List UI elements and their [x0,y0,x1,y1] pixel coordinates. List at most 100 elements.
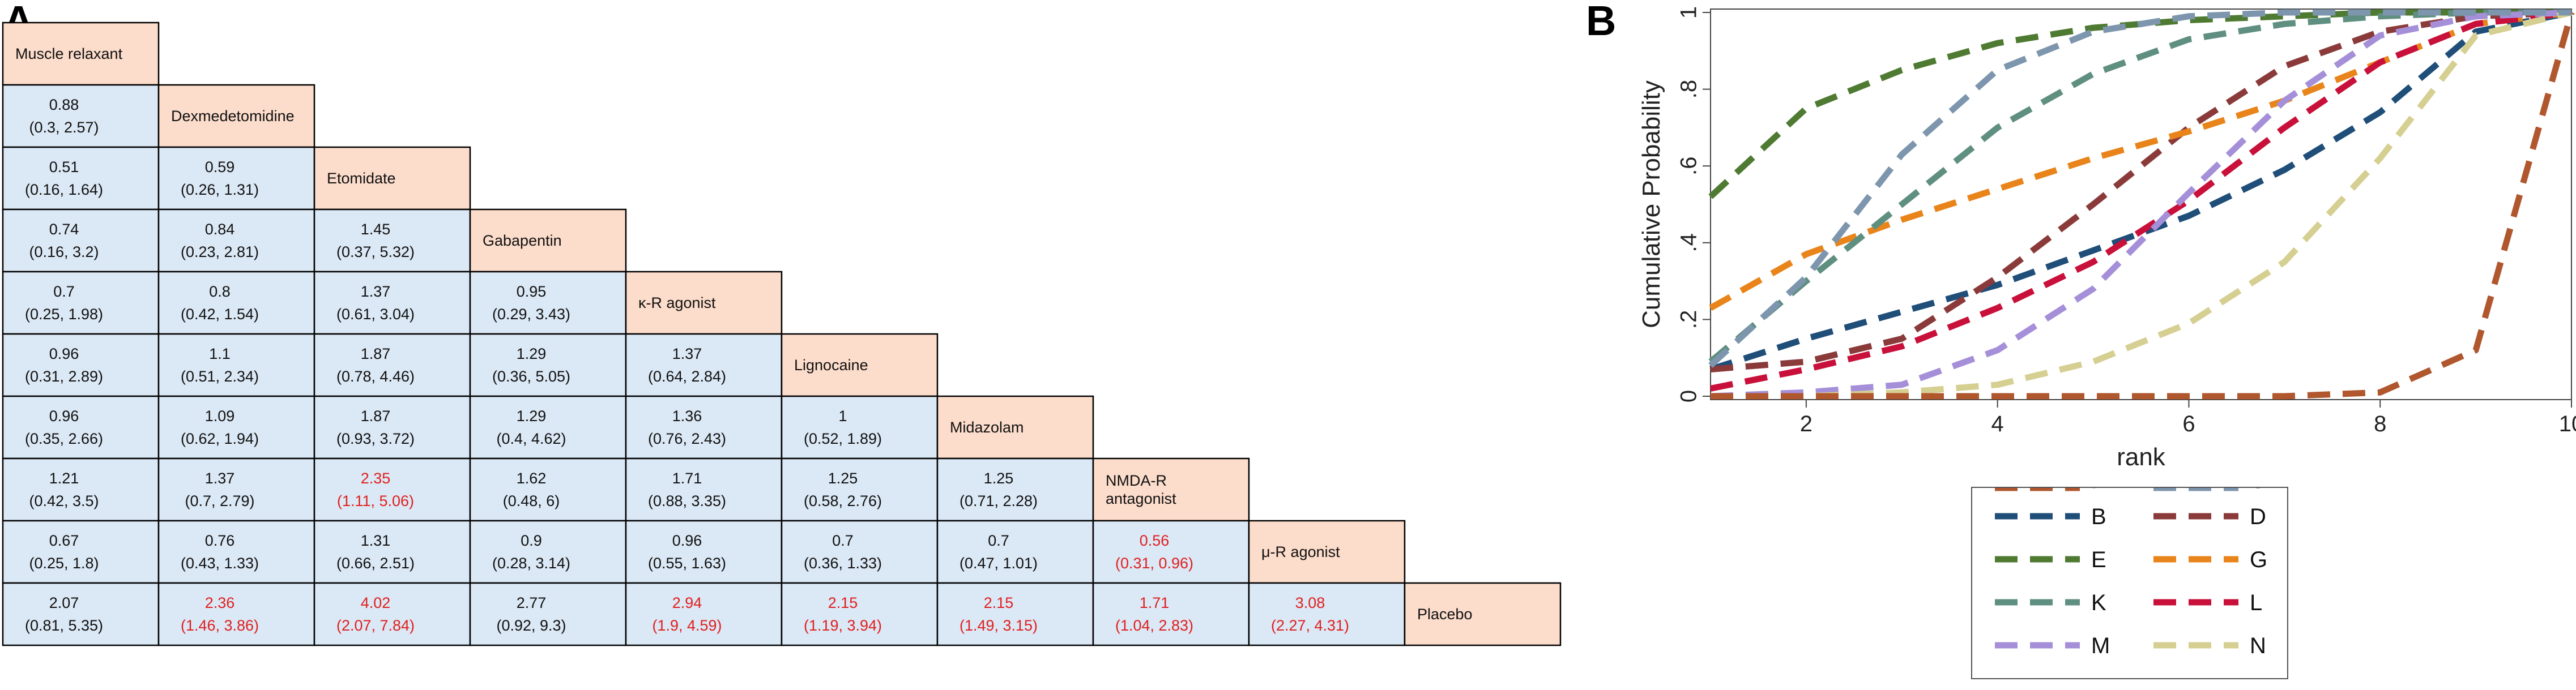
confidence-interval: (0.36, 5.05) [492,368,570,385]
confidence-interval: (1.19, 3.94) [804,617,882,634]
estimate-value: 1 [838,408,847,425]
series-line-k [1708,9,2571,365]
treatment-label: Etomidate [327,170,396,187]
legend-label: N [2250,633,2266,658]
comparison-cell [2,582,160,646]
comparison-cell [469,395,627,460]
comparison-cell [2,208,160,273]
estimate-value: 1.87 [361,345,391,362]
comparison-cell [2,520,160,584]
comparison-cell [625,333,783,397]
confidence-interval: (0.23, 2.81) [181,243,259,260]
comparison-cell [157,395,315,460]
comparison-cell [2,146,160,211]
legend-label: U [2250,488,2266,493]
confidence-interval: (1.04, 2.83) [1115,617,1193,634]
confidence-interval: (0.61, 3.04) [336,306,415,323]
comparison-cell [625,457,783,522]
comparison-cell [313,520,471,584]
estimate-value: 1.71 [1140,594,1170,611]
estimate-value: 0.96 [49,345,79,362]
confidence-interval: (1.46, 3.86) [181,617,259,634]
comparison-cell [2,333,160,397]
estimate-value: 0.95 [517,283,547,300]
comparison-cell [1092,520,1250,584]
estimate-value: 0.56 [1140,532,1170,549]
estimate-value: 2.07 [49,594,79,611]
comparison-cell [469,333,627,397]
confidence-interval: (0.37, 5.32) [336,243,415,260]
confidence-interval: (0.92, 9.3) [496,617,566,634]
x-axis-label: rank [2117,443,2166,471]
estimate-value: 1.09 [205,408,235,425]
estimate-value: 2.77 [517,594,547,611]
estimate-value: 0.8 [209,283,231,300]
confidence-interval: (0.62, 1.94) [181,430,259,447]
estimate-value: 2.94 [672,594,702,611]
estimate-value: 0.9 [521,532,542,549]
treatment-label: μ-R agonist [1261,543,1340,560]
comparison-cell [781,520,939,584]
estimate-value: 1.87 [361,408,391,425]
estimate-value: 1.29 [517,345,547,362]
comparison-cell [781,395,939,460]
comparison-cell [313,395,471,460]
confidence-interval: (1.49, 3.15) [959,617,1038,634]
estimate-value: 1.1 [209,345,231,362]
treatment-cell [1248,520,1406,584]
confidence-interval: (0.7, 2.79) [185,492,254,509]
estimate-value: 0.76 [205,532,235,549]
cumulative-rank-chart: 0 .2 .4 .6 .8 1 2 4 6 8 10 rank Cumulative Probabili… [1637,6,2576,471]
comparison-cell [936,582,1094,646]
confidence-interval: (0.51, 2.34) [181,368,259,385]
confidence-interval: (0.31, 0.96) [1115,555,1193,572]
confidence-interval: (0.31, 2.89) [25,368,103,385]
x-tick-label: 8 [2374,412,2386,436]
treatment-label: κ-R agonist [638,294,716,311]
legend-label: L [2250,590,2262,615]
confidence-interval: (0.42, 3.5) [29,492,99,509]
confidence-interval: (0.25, 1.98) [25,306,103,323]
treatment-label: Dexmedetomidine [171,108,295,125]
estimate-value: 0.7 [988,532,1009,549]
confidence-interval: (0.71, 2.28) [959,492,1038,509]
estimate-value: 0.51 [49,158,79,175]
treatment-cell [157,84,315,148]
estimate-value: 0.88 [49,96,79,113]
y-tick-label: .6 [1677,157,1701,175]
comparison-cell [313,271,471,335]
y-tick-label: 0 [1677,390,1701,402]
estimate-value: 0.7 [832,532,854,549]
confidence-interval: (0.36, 1.33) [804,555,882,572]
comparison-cell [936,457,1094,522]
estimate-value: 0.74 [49,221,79,238]
estimate-value: 1.37 [361,283,391,300]
confidence-interval: (1.11, 5.06) [337,492,414,509]
legend-label: P [2091,488,2106,493]
confidence-interval: (0.93, 3.72) [336,430,415,447]
series-line-l [1709,9,2572,392]
comparison-cell [157,271,315,335]
confidence-interval: (0.35, 2.66) [25,430,103,447]
estimate-value: 1.31 [361,532,391,549]
legend-label: B [2091,504,2106,529]
estimate-value: 0.96 [672,532,702,549]
y-axis-label: Cumulative Probability [1637,80,1665,328]
comparison-cell [1248,582,1406,646]
confidence-interval: (0.3, 2.57) [29,119,99,136]
comparison-cell [313,333,471,397]
chart-legend: B D E G K L M N P U [1971,487,2288,679]
y-tick-label: .4 [1677,233,1701,252]
series-line-p [1711,11,2575,400]
confidence-interval: (0.52, 1.89) [804,430,882,447]
comparison-cell [157,582,315,646]
comparison-cell [2,457,160,522]
confidence-interval: (0.42, 1.54) [181,306,259,323]
comparison-cell [313,208,471,273]
x-tick-label: 10 [2559,412,2576,436]
estimate-value: 2.36 [205,594,235,611]
series-line-d [1710,9,2572,372]
comparison-cell [157,333,315,397]
comparison-cell [625,582,783,646]
y-tick-label: .2 [1677,310,1701,329]
